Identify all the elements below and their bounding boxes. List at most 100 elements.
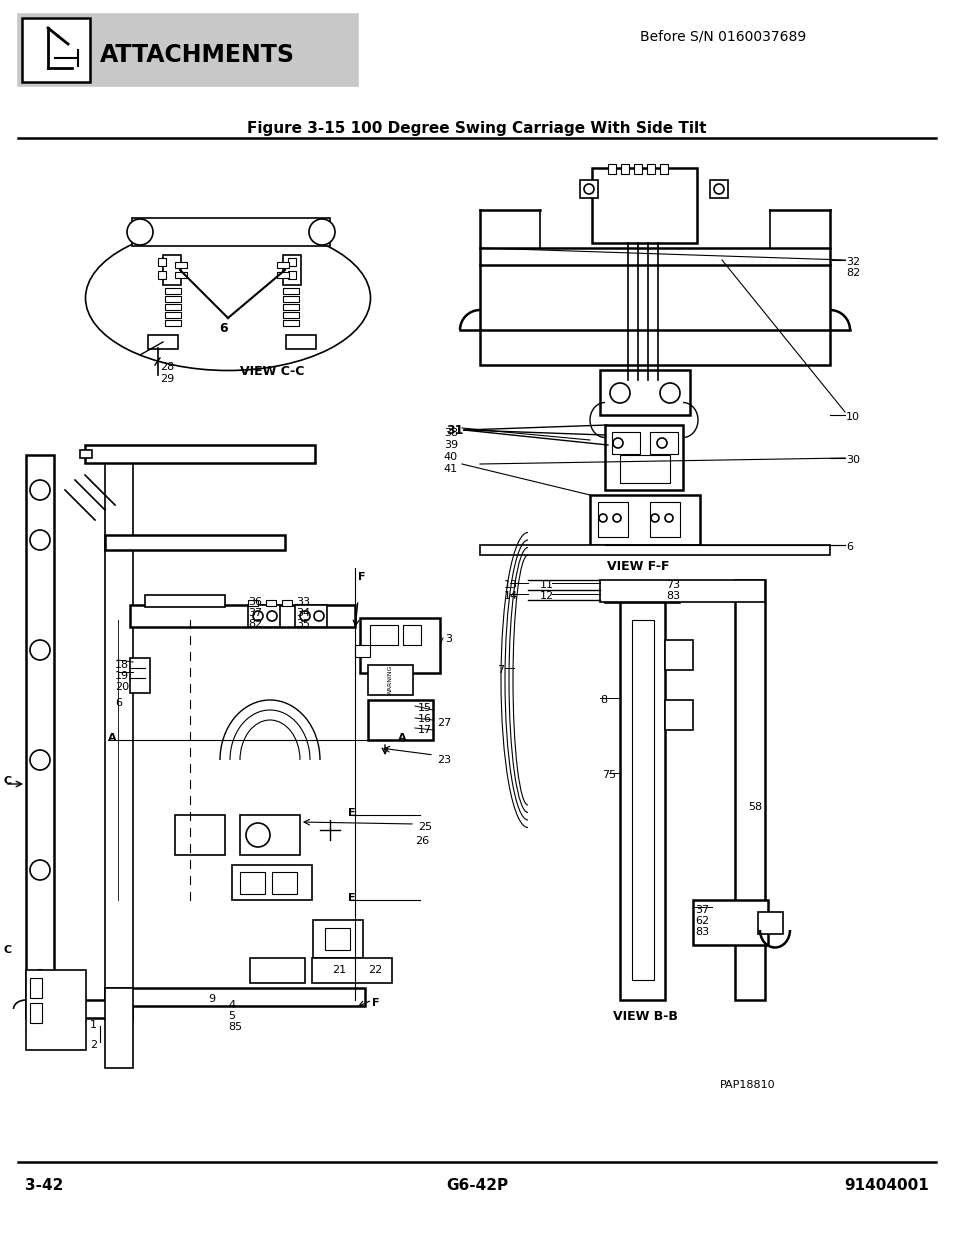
Bar — [163, 254, 181, 285]
Text: 39: 39 — [443, 440, 457, 450]
Bar — [607, 164, 616, 174]
Bar — [282, 600, 292, 606]
Bar — [132, 219, 330, 246]
Text: 19: 19 — [115, 671, 129, 680]
Bar — [283, 296, 298, 303]
Bar — [240, 815, 299, 855]
Bar — [692, 900, 767, 945]
Bar — [26, 454, 54, 1015]
Bar — [283, 320, 298, 326]
Text: 91404001: 91404001 — [843, 1177, 928, 1193]
Bar — [158, 270, 166, 279]
Bar — [325, 927, 350, 950]
Text: Figure 3-15 100 Degree Swing Carriage With Side Tilt: Figure 3-15 100 Degree Swing Carriage Wi… — [247, 121, 706, 136]
Bar — [604, 425, 682, 490]
Text: 15: 15 — [417, 703, 432, 713]
Text: G6-42P: G6-42P — [445, 1177, 508, 1193]
Circle shape — [30, 969, 50, 990]
Text: 6: 6 — [115, 698, 122, 708]
Text: 32: 32 — [845, 257, 860, 267]
Text: E: E — [348, 893, 355, 903]
Bar — [664, 640, 692, 671]
Text: 21: 21 — [332, 965, 346, 974]
Bar — [599, 580, 764, 601]
Bar — [158, 258, 166, 266]
Circle shape — [127, 219, 152, 245]
Bar — [165, 288, 181, 294]
Bar — [105, 988, 365, 1007]
Text: 18: 18 — [115, 659, 129, 671]
Bar — [250, 958, 305, 983]
Bar — [758, 911, 782, 934]
Text: 3: 3 — [444, 634, 452, 643]
Text: VIEW F-F: VIEW F-F — [606, 559, 669, 573]
Bar — [634, 164, 641, 174]
Text: 26: 26 — [415, 836, 429, 846]
Bar — [402, 625, 420, 645]
Text: 17: 17 — [417, 725, 432, 735]
Text: 31: 31 — [446, 424, 463, 436]
Circle shape — [613, 438, 622, 448]
Text: C: C — [4, 776, 12, 785]
Text: 30: 30 — [845, 454, 859, 466]
Text: 36: 36 — [248, 597, 262, 606]
Bar — [598, 501, 627, 537]
Bar — [174, 262, 187, 268]
Text: 2: 2 — [90, 1040, 97, 1050]
Bar — [165, 304, 181, 310]
Bar — [649, 501, 679, 537]
Bar — [266, 600, 275, 606]
Bar — [165, 320, 181, 326]
Text: 37: 37 — [248, 608, 262, 618]
Text: 12: 12 — [539, 592, 554, 601]
Text: 82: 82 — [845, 268, 860, 278]
Bar — [22, 19, 90, 82]
Circle shape — [583, 184, 594, 194]
Bar — [368, 664, 413, 695]
Bar — [313, 920, 363, 958]
Circle shape — [713, 184, 723, 194]
Bar — [248, 600, 257, 606]
Text: 41: 41 — [443, 464, 457, 474]
Bar — [145, 595, 225, 606]
Bar — [288, 270, 295, 279]
Bar — [130, 658, 150, 693]
Text: 29: 29 — [160, 374, 174, 384]
Circle shape — [246, 823, 270, 847]
Text: 7: 7 — [497, 664, 503, 676]
Text: C: C — [4, 945, 12, 955]
Circle shape — [657, 438, 666, 448]
Bar — [105, 988, 132, 1068]
Bar — [232, 864, 312, 900]
Bar — [592, 168, 697, 243]
Bar — [659, 164, 667, 174]
Bar — [599, 370, 689, 415]
Bar — [130, 605, 355, 627]
Text: 23: 23 — [436, 755, 451, 764]
Text: 58: 58 — [747, 802, 761, 811]
Text: 33: 33 — [295, 597, 310, 606]
Text: VIEW C-C: VIEW C-C — [240, 366, 304, 378]
Circle shape — [609, 383, 629, 403]
Text: 6: 6 — [845, 542, 852, 552]
Text: 34: 34 — [295, 608, 310, 618]
Circle shape — [659, 383, 679, 403]
Text: 14: 14 — [503, 592, 517, 601]
Bar — [589, 495, 700, 545]
Bar — [85, 445, 314, 463]
Circle shape — [613, 514, 620, 522]
Text: VIEW B-B: VIEW B-B — [612, 1010, 677, 1023]
Text: E: E — [348, 808, 355, 818]
Text: 3-42: 3-42 — [25, 1177, 63, 1193]
Bar — [479, 330, 829, 366]
Text: 20: 20 — [115, 682, 129, 692]
Bar — [30, 978, 42, 998]
Bar — [359, 618, 439, 673]
Bar — [174, 815, 225, 855]
Text: 4: 4 — [228, 1000, 234, 1010]
Text: 27: 27 — [436, 718, 451, 727]
Circle shape — [314, 611, 324, 621]
Text: WARNING: WARNING — [387, 664, 392, 695]
Bar — [619, 600, 664, 1000]
Text: 11: 11 — [539, 580, 554, 590]
